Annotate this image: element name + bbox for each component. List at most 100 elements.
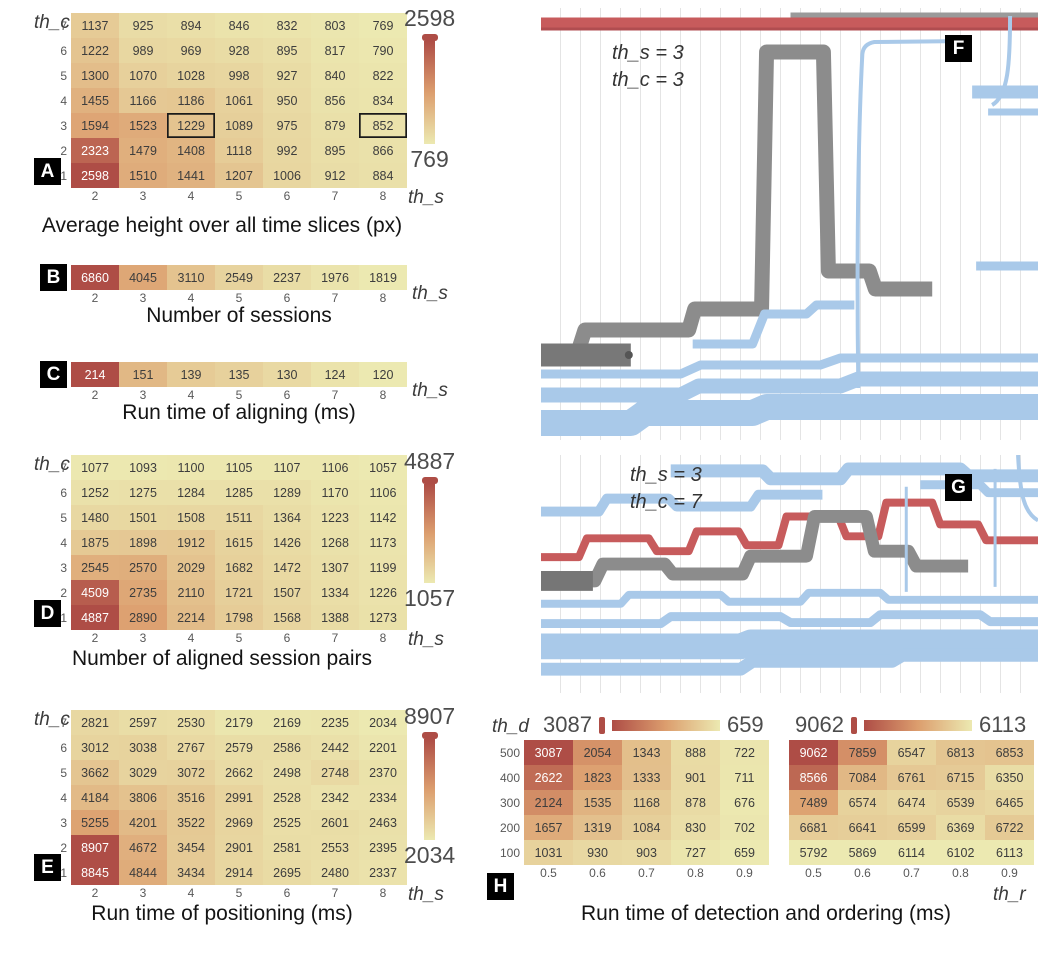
- heatmap-cell: 1510: [119, 163, 167, 188]
- heatmap-cell: 214: [71, 362, 119, 387]
- heatmap-cell: 1343: [622, 740, 671, 765]
- heatmap-cell: 2735: [119, 580, 167, 605]
- heatmap-cell: 1334: [311, 580, 359, 605]
- panel-d-x-axis-label: th_s: [408, 629, 444, 650]
- y-tick-label: 6: [60, 43, 67, 58]
- stream-blue-stripe: [541, 610, 1038, 629]
- y-tick-label: 6: [60, 485, 67, 500]
- heatmap-cell: 1307: [311, 555, 359, 580]
- stream-blue-thin-right: [990, 15, 1013, 107]
- x-tick-label: 0.6: [854, 866, 871, 880]
- heatmap-cell: 1408: [167, 138, 215, 163]
- heatmap-cell: 1077: [71, 455, 119, 480]
- heatmap-cell: 895: [311, 138, 359, 163]
- heatmap-cell: 817: [311, 38, 359, 63]
- heatmap-cell: 1912: [167, 530, 215, 555]
- heatmap-cell: 2821: [71, 710, 119, 735]
- panel-d-heatmap: 7 1077 1093 1100 1105 1107 1106 1057 6 1252 1275 12…: [56, 455, 407, 647]
- panel-h-badge: H: [487, 873, 514, 900]
- colorbar-gradient: [863, 719, 972, 731]
- heatmap-cell: 1535: [573, 790, 622, 815]
- heatmap-cell: 2334: [359, 785, 407, 810]
- y-tick-label: 7: [60, 18, 67, 33]
- heatmap-cell: 790: [359, 38, 407, 63]
- heatmap-cell: 2395: [359, 835, 407, 860]
- panel-h-left-colorbar-max: 3087: [543, 712, 592, 737]
- heatmap-cell: 1657: [524, 815, 573, 840]
- y-tick-label: 400: [499, 770, 520, 785]
- heatmap-cell: 2695: [263, 860, 311, 885]
- heatmap-cell: 5869: [838, 840, 887, 865]
- heatmap-cell: 1028: [167, 63, 215, 88]
- x-tick-label: 2: [91, 388, 99, 402]
- heatmap-cell: 2969: [215, 810, 263, 835]
- heatmap-cell: 2463: [359, 810, 407, 835]
- heatmap-cell: 6599: [887, 815, 936, 840]
- panel-e-colorbar-max: 8907: [404, 703, 456, 729]
- panel-e-heatmap: 7 2821 2597 2530 2179 2169 2235 2034 6 3012 3038 27…: [56, 710, 407, 902]
- panel-d-colorbar: 4887 1057: [404, 448, 455, 611]
- heatmap-cell: 903: [622, 840, 671, 865]
- heatmap-cell: 4184: [71, 785, 119, 810]
- heatmap-cell: 135: [215, 362, 263, 387]
- y-tick-label: 5: [60, 68, 67, 83]
- axis-spacer: [56, 630, 71, 647]
- heatmap-cell: 3110: [167, 265, 215, 290]
- x-tick-label: 8: [379, 388, 387, 402]
- heatmap-cell: 1170: [311, 480, 359, 505]
- x-tick-label: 0.7: [903, 866, 920, 880]
- heatmap-cell: 1388: [311, 605, 359, 630]
- heatmap-cell: 834: [359, 88, 407, 113]
- x-tick-label: 4: [187, 631, 195, 645]
- heatmap-cell: 1479: [119, 138, 167, 163]
- heatmap-cell: 930: [573, 840, 622, 865]
- heatmap-cell: 1142: [359, 505, 407, 530]
- heatmap-cell: 832: [263, 13, 311, 38]
- heatmap-cell: 2337: [359, 860, 407, 885]
- heatmap-cell: 4509: [71, 580, 119, 605]
- heatmap-cell: 1615: [215, 530, 263, 555]
- heatmap-cell: 2169: [263, 710, 311, 735]
- heatmap-cell: 1472: [263, 555, 311, 580]
- heatmap-cell: 4672: [119, 835, 167, 860]
- heatmap-cell: 2237: [263, 265, 311, 290]
- x-tick-label: 6: [283, 886, 291, 900]
- panel-h-y-axis-label: th_d: [492, 716, 529, 737]
- x-tick-label: 5: [235, 291, 243, 305]
- heatmap-cell: 151: [119, 362, 167, 387]
- heatmap-cell: 7859: [838, 740, 887, 765]
- heatmap-cell: 702: [720, 815, 769, 840]
- y-tick-label: 2: [60, 585, 67, 600]
- stream-blue-2: [541, 371, 1038, 403]
- heatmap-cell: 1898: [119, 530, 167, 555]
- heatmap-cell: 928: [215, 38, 263, 63]
- heatmap-cell: 912: [311, 163, 359, 188]
- annotation-line: th_c = 3: [612, 69, 684, 91]
- heatmap-cell: 2323: [71, 138, 119, 163]
- heatmap-cell: 2528: [263, 785, 311, 810]
- x-tick-label: 8: [379, 886, 387, 900]
- heatmap-cell: 6369: [936, 815, 985, 840]
- panel-c-x-axis-label: th_s: [412, 380, 448, 401]
- heatmap-cell: 1594: [71, 113, 119, 138]
- x-tick-label: 7: [331, 189, 339, 203]
- panel-h-caption: Run time of detection and ordering (ms): [580, 902, 951, 925]
- heatmap-cell: 7084: [838, 765, 887, 790]
- heatmap-cell: 120: [359, 362, 407, 387]
- annotation-line: th_s = 3: [612, 42, 684, 64]
- heatmap-cell: 2235: [311, 710, 359, 735]
- heatmap-cell: 3662: [71, 760, 119, 785]
- stream-blue-merge: [692, 300, 855, 349]
- panel-a-heatmap: 7 1137 925 894 846 832 803 769 6 1222 989 969 928 895…: [56, 13, 407, 205]
- x-tick-label: 0.9: [736, 866, 753, 880]
- heatmap-cell: 1875: [71, 530, 119, 555]
- heatmap-cell: 2214: [167, 605, 215, 630]
- panel-h-x-axis-label: th_r: [993, 884, 1026, 905]
- heatmap-cell: 2586: [263, 735, 311, 760]
- x-tick-label: 4: [187, 291, 195, 305]
- panel-g-badge: G: [945, 474, 972, 501]
- heatmap-cell: 1508: [167, 505, 215, 530]
- heatmap-cell: 3087: [524, 740, 573, 765]
- heatmap-cell: 2662: [215, 760, 263, 785]
- colorbar-gradient: [424, 739, 436, 840]
